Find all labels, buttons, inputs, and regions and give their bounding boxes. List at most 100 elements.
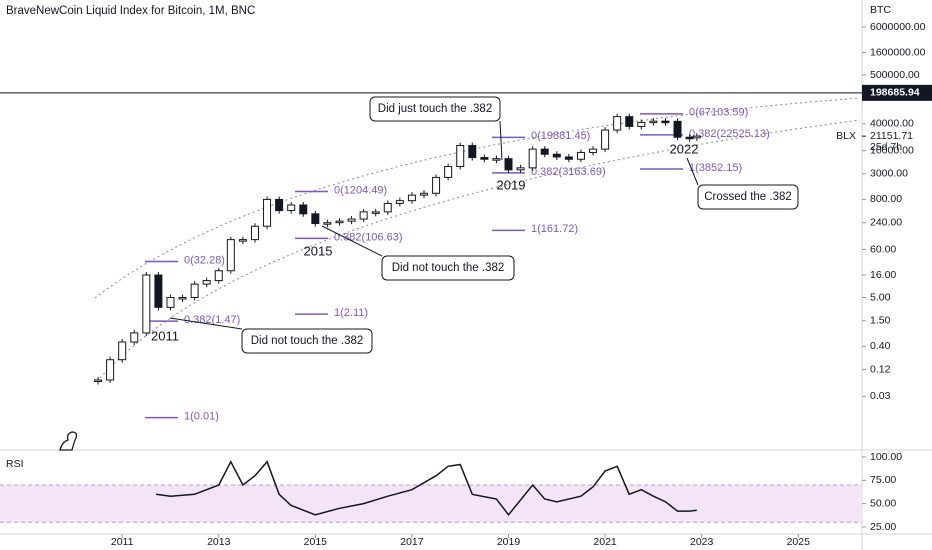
year-label: 2022 <box>670 141 699 156</box>
year-label: 2015 <box>304 243 333 258</box>
logo <box>59 431 78 451</box>
y-tick-label: 60.00 <box>870 243 896 255</box>
callout-text: Did not touch the .382 <box>392 262 505 274</box>
candle <box>692 135 701 139</box>
year-label: 2011 <box>151 328 179 343</box>
candle <box>601 129 610 150</box>
y-tick-label: 0.12 <box>870 363 891 375</box>
candle <box>649 120 658 124</box>
fib-label: 0.382(3163.69) <box>531 166 606 178</box>
candle <box>323 222 332 225</box>
candle <box>275 198 284 212</box>
candle <box>347 218 356 222</box>
candle <box>250 225 259 241</box>
candle <box>540 148 549 155</box>
candle <box>564 156 573 160</box>
candle <box>685 136 694 140</box>
callout-pointer <box>169 317 243 330</box>
candle <box>178 297 187 300</box>
y-tick-label: 500000.00 <box>870 69 920 81</box>
y-tick-label: 0.03 <box>870 390 891 402</box>
candle <box>444 165 453 178</box>
candle <box>202 280 211 285</box>
candle <box>528 148 537 169</box>
y-tick-label: 6000000.00 <box>870 21 926 33</box>
rsi-y-tick-label: 100.00 <box>870 451 902 463</box>
candle <box>142 274 151 334</box>
candle <box>311 213 320 225</box>
rsi-line <box>155 460 697 517</box>
fib-label: 1(2.11) <box>334 307 368 319</box>
fib-label: 1(161.72) <box>531 223 578 235</box>
y-tick-label: 1.50 <box>870 315 891 327</box>
y-tick-label: 16.00 <box>870 269 896 281</box>
candle <box>214 270 223 282</box>
candle <box>589 148 598 153</box>
rsi-y-tick-label: 50.00 <box>870 497 896 509</box>
candle <box>395 200 404 204</box>
y-tick-label: 240.00 <box>870 216 902 228</box>
channel-upper <box>94 97 861 299</box>
x-tick-label: 2011 <box>111 536 134 548</box>
callout-pointer <box>321 225 383 257</box>
callout-box <box>381 255 515 281</box>
callout-pointer <box>686 157 699 186</box>
fib-label: 0(1204.49) <box>334 184 387 196</box>
y-tick-label: 10000.00 <box>870 144 914 156</box>
y-tick-label: 3000.00 <box>870 168 908 180</box>
candle <box>625 116 634 127</box>
candle <box>480 157 489 160</box>
y-tick-label: 40000.00 <box>870 118 914 130</box>
callout-text: Crossed the .382 <box>704 191 792 203</box>
y-tick-label: 1600000.00 <box>870 46 926 58</box>
candle <box>154 274 163 308</box>
callout-text: Did just touch the .382 <box>378 103 492 115</box>
candle <box>299 204 308 215</box>
x-tick-label: 2019 <box>497 536 521 548</box>
candle <box>287 204 296 212</box>
candle <box>359 211 368 220</box>
candle <box>383 202 392 213</box>
rsi-title: RSI <box>6 458 24 470</box>
candle <box>576 151 585 160</box>
candle <box>226 239 235 272</box>
x-tick-label: 2013 <box>207 536 231 548</box>
rsi-band <box>0 484 862 523</box>
candle <box>130 332 139 343</box>
series-name: BLX <box>836 130 856 142</box>
candle <box>637 121 646 127</box>
year-label: 2019 <box>497 177 526 192</box>
candle <box>94 379 103 382</box>
candle <box>263 198 272 227</box>
last-price-label: 21151.71 <box>870 130 913 142</box>
candle <box>456 145 465 167</box>
fib-label: 0(67103.59) <box>689 107 748 119</box>
x-tick-label: 2021 <box>593 536 617 548</box>
y-tick-label: 800.00 <box>870 193 902 205</box>
candle <box>106 359 115 381</box>
candle <box>661 120 670 124</box>
callout-box <box>369 96 501 122</box>
candle <box>492 158 501 161</box>
fib-label: 1(0.01) <box>184 411 219 423</box>
candle <box>552 153 561 158</box>
fib-label: 0(32.28) <box>184 254 225 266</box>
candle <box>166 297 175 308</box>
candle <box>190 283 199 299</box>
x-tick-label: 2025 <box>787 536 811 548</box>
chart-title: BraveNewCoin Liquid Index for Bitcoin, 1… <box>6 5 255 17</box>
fib-label: 1(3852.15) <box>689 162 742 174</box>
fib-label: 0.382(22525.13) <box>689 128 770 140</box>
countdown-label: 25d 7h <box>870 141 902 153</box>
callout-pointer <box>499 120 503 161</box>
price-label: 198685.94 <box>870 87 920 99</box>
channel-lower <box>99 119 861 379</box>
candle <box>468 145 477 159</box>
fib-label: 0.382(1.47) <box>184 314 240 326</box>
callout-text: Did not touch the .382 <box>251 335 364 347</box>
candle <box>419 192 428 196</box>
candle <box>613 116 622 131</box>
candle <box>516 167 525 171</box>
